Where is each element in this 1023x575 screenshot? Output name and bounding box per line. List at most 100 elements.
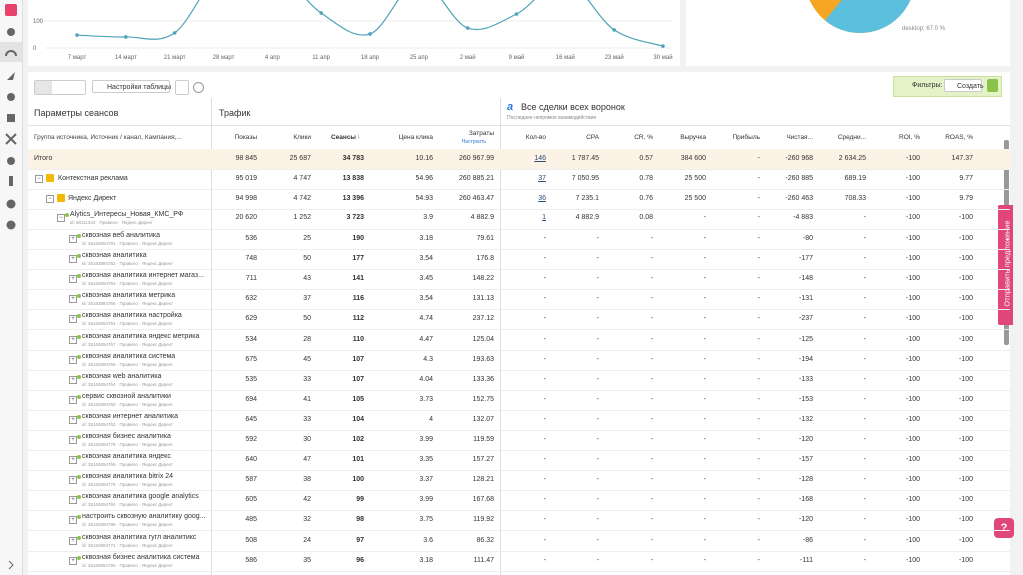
expand-toggle[interactable]: − (57, 214, 65, 222)
cell: -100 (905, 536, 920, 544)
row-name: сквозная web аналитика (82, 372, 162, 380)
help-icon[interactable] (193, 82, 204, 93)
x-tick-label: 28 март (213, 55, 235, 61)
row-name: сквозная аналитика яндекс (82, 453, 171, 461)
icon[interactable] (6, 199, 16, 209)
cell[interactable]: 146 (534, 155, 546, 162)
feedback-tab[interactable]: Отправить предложение (998, 205, 1013, 325)
cell: -157 (798, 456, 813, 464)
cell: 32 (303, 516, 311, 524)
expand-toggle[interactable]: + (69, 275, 77, 284)
icon[interactable] (7, 93, 15, 101)
expand-toggle[interactable]: + (69, 235, 77, 243)
cell: 708.33 (844, 195, 866, 202)
point (368, 32, 372, 36)
cell: 9.77 (959, 175, 973, 182)
cell: 260 885.21 (458, 175, 494, 182)
icon[interactable] (5, 133, 17, 145)
x-tick-label: 9 май (509, 54, 525, 61)
expand-toggle[interactable]: + (69, 335, 77, 344)
logo[interactable] (5, 4, 17, 16)
export-button[interactable] (175, 80, 189, 95)
cell: 260 967.99 (458, 155, 494, 162)
icon[interactable] (7, 114, 15, 122)
cell: - (650, 556, 653, 564)
cell: 37 (303, 295, 311, 303)
cell: 13 396 (342, 195, 364, 202)
cell: - (703, 355, 706, 363)
icon[interactable] (5, 50, 17, 56)
cell: 694 (245, 395, 257, 403)
cell: -80 (802, 235, 813, 242)
cell: - (596, 536, 599, 544)
column-divider (211, 98, 212, 575)
row-name: сквозная веб аналитика (82, 232, 161, 239)
expand-toggle[interactable]: + (69, 496, 77, 505)
cell[interactable]: 1 (542, 214, 546, 221)
row-subtitle: id: 35163894762 · Правило · Яндекс Дирек… (82, 421, 173, 427)
icon[interactable] (8, 560, 14, 570)
point (75, 33, 79, 37)
expand-toggle[interactable]: + (69, 395, 77, 404)
cell: 645 (245, 415, 257, 423)
cell: 640 (245, 456, 257, 464)
expand-toggle[interactable]: + (69, 295, 77, 304)
cell: - (703, 255, 706, 263)
expand-toggle[interactable]: − (46, 195, 54, 203)
expand-toggle[interactable]: + (69, 456, 77, 465)
cell: - (596, 295, 599, 303)
row-name: сквозная аналитика (82, 252, 147, 260)
view-active[interactable] (35, 81, 52, 94)
cell: 79.61 (476, 235, 494, 242)
cell: - (703, 315, 706, 323)
row-name: сквозная аналитика интернет магаз... (82, 272, 204, 280)
column-header: Показы (234, 134, 257, 141)
cell: -153 (798, 395, 813, 403)
icon[interactable] (7, 72, 15, 80)
cell: - (596, 415, 599, 423)
create-filter-button[interactable]: Создать (944, 79, 984, 92)
expand-toggle[interactable]: + (69, 516, 77, 525)
dropdown-button[interactable] (987, 79, 998, 92)
view-switch[interactable] (34, 80, 86, 95)
cell: 107 (352, 375, 364, 383)
icon[interactable] (7, 28, 15, 36)
expand-toggle[interactable]: + (69, 255, 77, 264)
row-name: сквозная бизнес аналитика система (82, 553, 200, 561)
cell: - (543, 556, 546, 564)
cell: -100 (958, 395, 973, 403)
expand-toggle[interactable]: + (69, 355, 77, 364)
icon[interactable] (7, 157, 15, 165)
table-settings-button[interactable]: Настройки таблицы (92, 80, 171, 93)
row-subtitle: id: 35163894767 · Правило · Яндекс Дирек… (82, 341, 173, 347)
group-header-bg (28, 98, 1010, 126)
cell: 119.92 (473, 516, 494, 524)
expand-toggle[interactable]: + (69, 536, 77, 545)
expand-toggle[interactable]: − (35, 175, 43, 183)
cell: - (863, 235, 866, 242)
expand-toggle[interactable]: + (69, 315, 77, 324)
icon[interactable] (6, 220, 16, 230)
cell: - (703, 496, 706, 504)
expand-toggle[interactable]: + (69, 375, 77, 384)
cell: - (757, 415, 760, 423)
cell: 50 (303, 255, 311, 263)
expand-toggle[interactable]: + (69, 436, 77, 444)
cell[interactable]: 36 (538, 195, 546, 202)
icon[interactable] (9, 176, 13, 186)
cell: - (543, 516, 546, 524)
expand-toggle[interactable]: + (69, 556, 77, 565)
expand-toggle[interactable]: + (69, 476, 77, 485)
row-subtitle: id: 35163894781 · Правило · Яндекс Дирек… (82, 241, 173, 246)
cell: - (757, 335, 760, 343)
cell: 3.18 (419, 235, 433, 242)
cell: 43 (303, 275, 311, 283)
deals-title: Все сделки всех воронок (521, 102, 625, 112)
help-button[interactable]: ? (994, 518, 1014, 538)
cell[interactable]: 37 (538, 175, 546, 182)
status-dot (77, 475, 81, 480)
expand-toggle[interactable]: + (69, 415, 77, 424)
cell: 7 235.1 (575, 195, 599, 202)
x-tick-label: 30 май (653, 54, 672, 61)
cell: 24 (303, 536, 311, 544)
